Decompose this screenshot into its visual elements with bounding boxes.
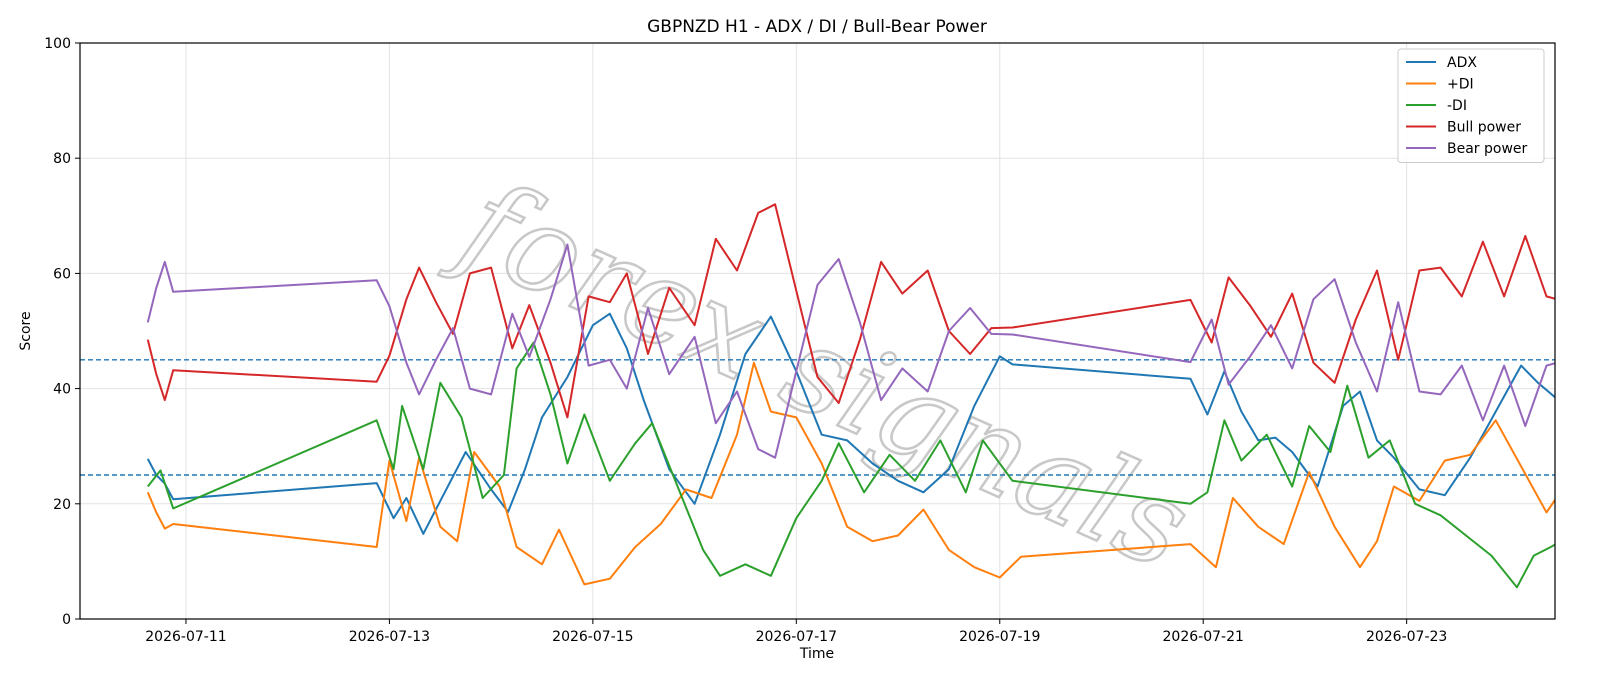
y-tick-label: 60 [53, 266, 71, 282]
grid [80, 42, 1555, 620]
legend: ADX +DI -DI Bull power Bear power [1397, 48, 1545, 163]
x-tick-label: 2026-07-17 [756, 629, 837, 645]
y-tick-label: 40 [53, 382, 71, 398]
series-line-bear-power [146, 243, 1555, 459]
y-tick-label: 80 [53, 151, 71, 167]
x-tick-label: 2026-07-13 [349, 629, 430, 645]
legend-label: +DI [1447, 77, 1474, 93]
plot-frame [79, 42, 1556, 620]
x-tick-label: 2026-07-15 [552, 629, 633, 645]
series-line-di [146, 361, 1555, 586]
x-tick-label: 2026-07-23 [1366, 629, 1447, 645]
series-line-di [147, 341, 1555, 589]
chart-title: GBPNZD H1 - ADX / DI / Bull-Bear Power [647, 17, 987, 37]
y-tick-label: 100 [44, 36, 71, 52]
legend-label: -DI [1447, 98, 1467, 114]
y-tick-label: 0 [62, 612, 71, 628]
x-tick-label: 2026-07-19 [959, 629, 1040, 645]
legend-label: ADX [1447, 55, 1477, 71]
x-ticks: 2026-07-11 2026-07-13 2026-07-15 2026-07-17… [145, 619, 1447, 645]
legend-box [1397, 48, 1545, 163]
x-axis-label: Time [799, 646, 834, 662]
x-tick-label: 2026-07-21 [1163, 629, 1244, 645]
y-tick-label: 20 [53, 497, 71, 513]
series-line-bull-power [146, 203, 1555, 419]
y-ticks: 0 20 40 60 80 100 [44, 36, 80, 628]
x-tick-label: 2026-07-11 [145, 629, 226, 645]
legend-label: Bull power [1447, 120, 1521, 136]
legend-label: Bear power [1447, 141, 1528, 157]
series-group [146, 203, 1555, 589]
y-axis-label: Score [18, 311, 34, 350]
reference-lines [80, 359, 1555, 476]
